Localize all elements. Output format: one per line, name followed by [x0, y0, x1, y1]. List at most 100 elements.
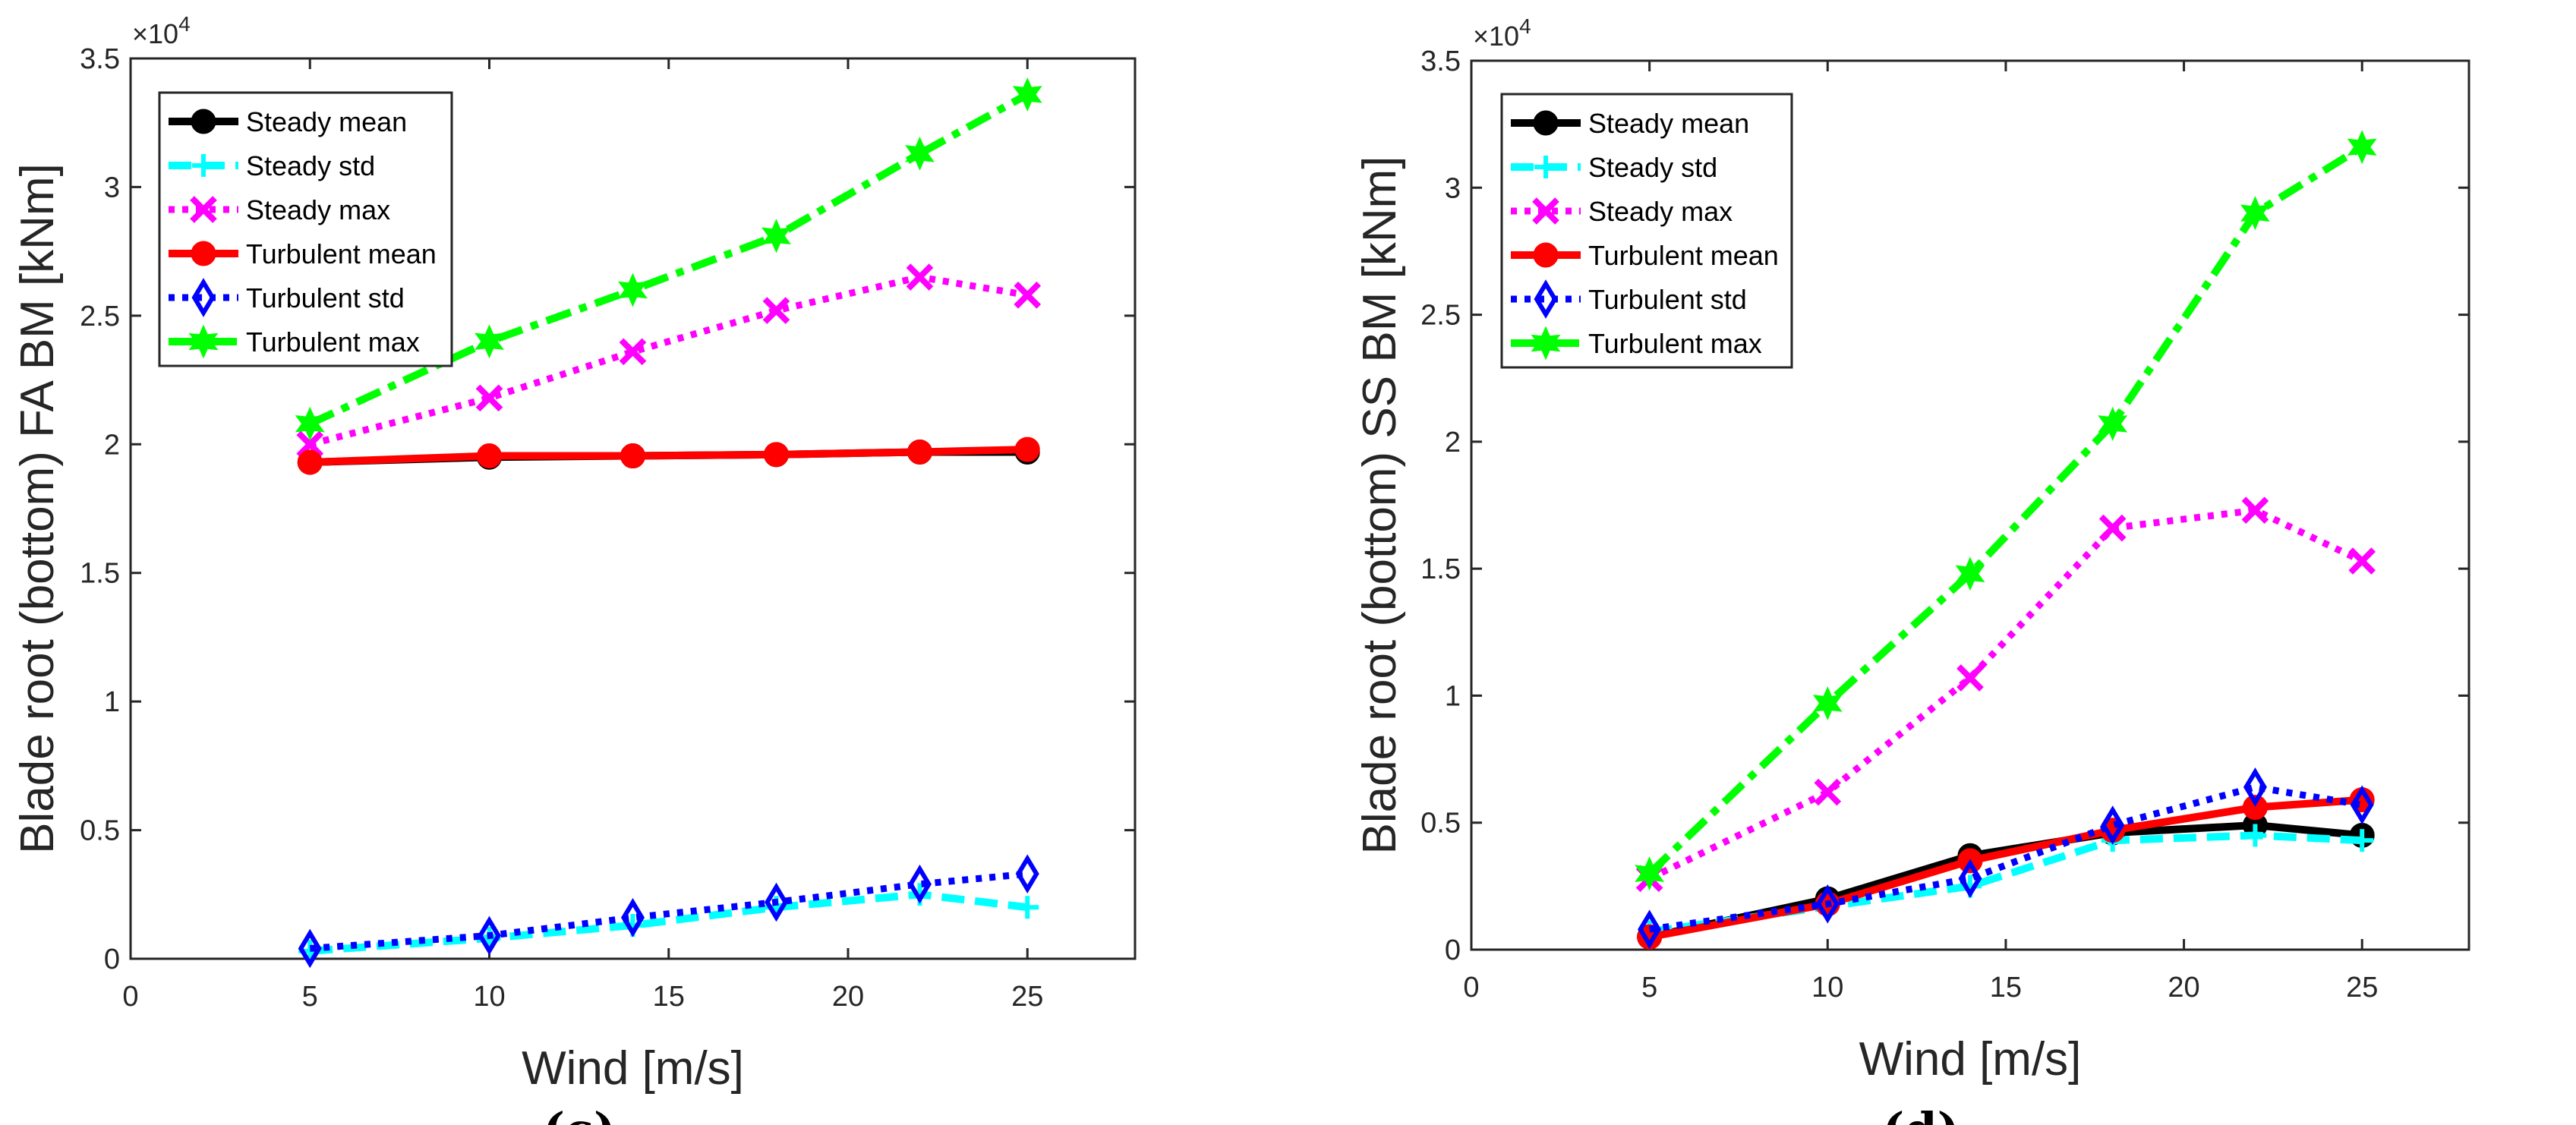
series-turbulent-std	[298, 854, 1039, 969]
chart-0: 0 5 10 15 20 25 0 0.5 1 1.5 2 2.5 3 3.5 ×104 Wind [m/s]…	[11, 12, 1137, 1125]
y-tick-label: 0.5	[80, 815, 120, 847]
data-point	[765, 882, 788, 922]
x-tick-label: 25	[2346, 972, 2378, 1004]
legend-marker	[1532, 197, 1559, 225]
data-point	[621, 897, 645, 938]
data-point	[1814, 778, 1842, 806]
series-line	[1647, 506, 2364, 882]
legend-marker	[1534, 279, 1558, 319]
data-point	[2243, 824, 2267, 847]
legend-marker	[1531, 326, 1561, 361]
data-point	[618, 273, 648, 307]
y-tick-label: 2	[1445, 427, 1461, 459]
data-point	[907, 439, 932, 465]
chart-1: 0 5 10 15 20 25 0 0.5 1 1.5 2 2.5 3 3.5 ×104 Wind [m/s]…	[1354, 14, 2470, 1125]
series-turbulent-max	[295, 77, 1042, 441]
y-axis-label: Blade root (bottom) SS BM [kNm]	[1354, 156, 1406, 855]
legend-marker	[192, 154, 215, 177]
y-tick-label: 3.5	[80, 43, 120, 75]
x-tick-label: 0	[122, 981, 138, 1013]
data-point	[297, 449, 323, 475]
y-axis-label: Blade root (bottom) FA BM [kNm]	[11, 163, 64, 854]
series-turbulent-std	[1638, 767, 2374, 950]
series-turbulent-mean	[297, 436, 1040, 475]
y-exponent-power: 4	[1519, 14, 1531, 38]
legend-marker	[1533, 110, 1559, 136]
x-tick-label: 20	[2168, 972, 2199, 1004]
y-tick-label: 3	[104, 172, 120, 203]
data-point	[1015, 854, 1039, 894]
panel-label: (d)	[1882, 1102, 1960, 1125]
data-point	[620, 443, 645, 469]
x-axis-label: Wind [m/s]	[1859, 1033, 2082, 1086]
x-tick-label: 10	[473, 981, 505, 1013]
data-point	[619, 338, 647, 366]
data-point	[2098, 406, 2128, 441]
legend-marker	[1534, 156, 1557, 178]
x-axis-label: Wind [m/s]	[522, 1042, 744, 1095]
legend-label: Turbulent max	[246, 326, 420, 358]
series-line	[309, 890, 1028, 955]
data-point	[1014, 281, 1042, 309]
y-tick-label: 2	[104, 429, 120, 461]
data-point	[1812, 686, 1843, 720]
data-point	[295, 406, 325, 441]
y-tick-label: 0.5	[1420, 808, 1461, 840]
x-tick-label: 10	[1811, 972, 1843, 1004]
y-tick-label: 3	[1445, 172, 1461, 204]
legend-marker	[188, 324, 219, 359]
x-tick-label: 25	[1011, 981, 1043, 1013]
data-point	[908, 864, 932, 904]
y-tick-label: 1	[104, 686, 120, 718]
legend-label: Steady mean	[1588, 108, 1749, 139]
y-tick-label: 1	[1445, 680, 1461, 712]
legend-label: Steady mean	[246, 106, 407, 137]
data-point	[296, 430, 324, 459]
data-point	[1014, 436, 1040, 462]
legend-label: Turbulent std	[246, 282, 405, 314]
data-point	[1958, 859, 1982, 899]
data-point	[2350, 785, 2374, 825]
series-line	[1648, 796, 2363, 941]
data-point	[906, 263, 934, 291]
data-point	[478, 915, 501, 956]
x-tick-label: 5	[302, 981, 318, 1013]
legend-marker	[191, 241, 216, 266]
legend-marker	[190, 196, 217, 223]
legend-label: Steady std	[1588, 152, 1717, 183]
legend-label: Turbulent std	[1588, 284, 1747, 315]
legend: Steady mean Steady std Steady max Turbulent…	[1500, 93, 1793, 369]
y-exponent-power: 4	[178, 12, 191, 36]
data-point	[2347, 130, 2377, 165]
panel-label: (c)	[543, 1102, 616, 1125]
x-tick-label: 5	[1641, 972, 1657, 1004]
data-point	[475, 384, 503, 412]
data-point	[2101, 805, 2125, 845]
data-point	[2348, 547, 2376, 575]
data-point	[761, 219, 791, 254]
series-line	[310, 446, 1028, 467]
x-tick-label: 0	[1463, 972, 1479, 1004]
y-tick-label: 3.5	[1420, 46, 1461, 77]
x-tick-label: 15	[1990, 972, 2022, 1004]
data-point	[2242, 795, 2268, 821]
y-tick-label: 1.5	[1420, 553, 1461, 585]
data-point	[905, 136, 935, 171]
data-point	[1012, 77, 1042, 112]
legend-marker	[191, 109, 216, 134]
series-line	[1649, 783, 2363, 933]
legend-label: Steady std	[246, 150, 375, 181]
series-steady-max	[296, 263, 1042, 459]
data-point	[2240, 196, 2270, 231]
data-point	[764, 442, 789, 468]
data-point	[2098, 514, 2127, 542]
data-point	[1638, 909, 1662, 950]
legend-marker	[191, 278, 216, 317]
data-point	[762, 297, 790, 324]
series-line	[309, 273, 1028, 448]
data-point	[1635, 856, 1665, 891]
y-tick-label: 0	[1445, 934, 1461, 966]
legend-box	[1500, 93, 1793, 369]
y-tick-label: 2.5	[1420, 300, 1461, 332]
